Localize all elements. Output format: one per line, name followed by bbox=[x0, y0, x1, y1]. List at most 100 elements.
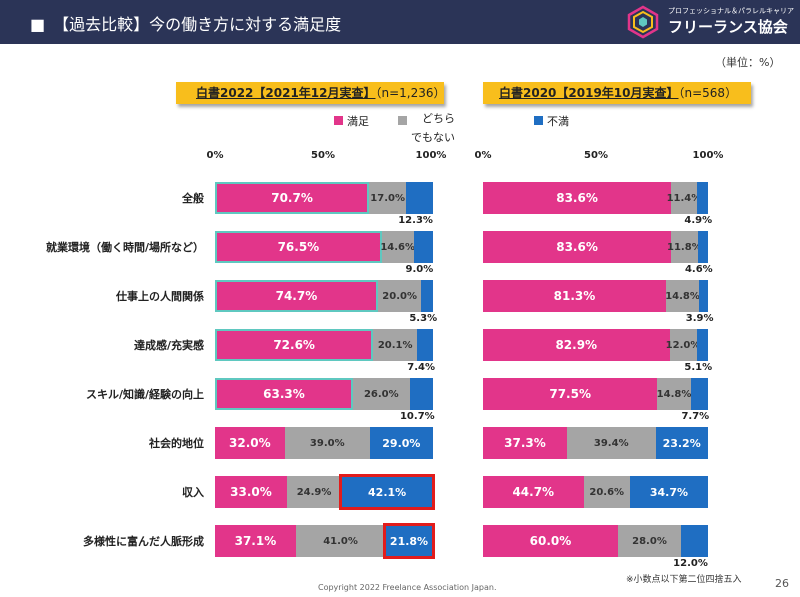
category-label: 達成感/充実感 bbox=[133, 339, 204, 352]
bar-segment-2020-satisfied: 83.6% bbox=[483, 231, 672, 263]
bar-segment-2022-neutral: 14.6% bbox=[380, 231, 416, 263]
data-label-below: 7.4% bbox=[407, 362, 436, 373]
bar-segment-2020-dissatisfied bbox=[696, 329, 708, 361]
logo-subtitle: プロフェッショナル＆パラレルキャリア bbox=[668, 7, 794, 15]
bar-segment-2020-satisfied: 77.5% bbox=[483, 378, 658, 410]
data-label: 29.0% bbox=[382, 436, 421, 450]
bar-segment-2020-neutral: 39.4% bbox=[566, 427, 656, 459]
category-label: 収入 bbox=[182, 486, 204, 499]
logo-text: フリーランス協会 bbox=[668, 18, 788, 36]
bar-segment-2022-neutral: 20.0% bbox=[377, 280, 422, 312]
data-label: 41.0% bbox=[323, 535, 358, 547]
data-label: 44.7% bbox=[512, 485, 555, 499]
data-label: 14.6% bbox=[380, 241, 416, 253]
bar-segment-2020-satisfied: 81.3% bbox=[483, 280, 666, 312]
data-label: 34.7% bbox=[649, 485, 689, 499]
data-label: 74.7% bbox=[275, 289, 318, 303]
bar-segment-2022-satisfied: 76.5% bbox=[215, 231, 382, 263]
data-label: 32.0% bbox=[229, 436, 271, 450]
category-label: スキル/知識/経験の向上 bbox=[85, 388, 204, 401]
data-label: 77.5% bbox=[549, 387, 591, 401]
data-label: 81.3% bbox=[553, 289, 596, 303]
copyright: Copyright 2022 Freelance Association Jap… bbox=[318, 583, 497, 592]
bar-segment-2020-dissatisfied bbox=[697, 231, 708, 263]
data-label: 76.5% bbox=[277, 240, 320, 254]
bar-segment-2022-neutral: 41.0% bbox=[295, 525, 386, 557]
data-label: 42.1% bbox=[368, 485, 407, 499]
data-label: 12.0% bbox=[665, 339, 701, 351]
legend-satisfied: 満足 bbox=[334, 113, 369, 129]
bar-segment-2022-satisfied: 37.1% bbox=[215, 525, 296, 557]
bar-segment-2022-dissatisfied bbox=[413, 231, 434, 263]
bar-segment-2020-satisfied: 82.9% bbox=[483, 329, 670, 361]
bar-segment-2020-satisfied: 37.3% bbox=[483, 427, 567, 459]
header-bar: ■ 【過去比較】今の働き方に対する満足度 プロフェッショナル＆パラレルキャリア … bbox=[0, 0, 800, 44]
cube-logo-icon bbox=[627, 5, 659, 39]
bar-segment-2022-neutral: 17.0% bbox=[369, 182, 407, 214]
bar-segment-2020-satisfied: 60.0% bbox=[483, 525, 618, 557]
data-label-below: 5.3% bbox=[409, 313, 438, 324]
axis-tick-2022-50: 50% bbox=[311, 150, 335, 161]
panel-2022-title: 白書2022【2021年12月実查】 bbox=[196, 86, 376, 100]
data-label: 83.6% bbox=[556, 240, 598, 254]
data-label: 63.3% bbox=[263, 387, 305, 401]
category-label: 仕事上の人間関係 bbox=[116, 290, 204, 303]
legend-dissatisfied: 不満 bbox=[534, 113, 569, 129]
bar-segment-2020-dissatisfied bbox=[699, 280, 708, 312]
data-label-below: 12.0% bbox=[673, 558, 708, 569]
bar-segment-2020-neutral: 14.8% bbox=[656, 378, 692, 410]
bar-segment-2022-neutral: 26.0% bbox=[352, 378, 410, 410]
bar-segment-2022-dissatisfied: 29.0% bbox=[369, 427, 433, 459]
bar-segment-2020-neutral: 14.8% bbox=[665, 280, 700, 312]
data-label-below: 4.9% bbox=[684, 215, 713, 226]
legend-label-satisfied: 満足 bbox=[347, 115, 369, 128]
data-label-below: 5.1% bbox=[684, 362, 713, 373]
data-label: 82.9% bbox=[555, 338, 598, 352]
bar-segment-2022-dissatisfied bbox=[417, 329, 434, 361]
data-label: 83.6% bbox=[556, 191, 598, 205]
panel-2020-banner: 白書2020【2019年10月実查】（n=568） bbox=[483, 82, 751, 104]
bar-segment-2020-neutral: 12.0% bbox=[666, 329, 700, 361]
data-label: 37.3% bbox=[504, 436, 546, 450]
data-label: 21.8% bbox=[389, 534, 429, 548]
data-label: 11.4% bbox=[666, 192, 702, 204]
bar-segment-2020-dissatisfied bbox=[690, 378, 708, 410]
bar-segment-2020-neutral: 20.6% bbox=[583, 476, 630, 508]
data-label: 17.0% bbox=[370, 192, 405, 204]
category-label: 多様性に富んだ人脈形成 bbox=[83, 535, 204, 548]
page-title: ■ 【過去比較】今の働き方に対する満足度 bbox=[30, 15, 342, 34]
data-label: 39.0% bbox=[309, 437, 345, 449]
data-label: 20.6% bbox=[589, 486, 625, 498]
panel-2022-banner: 白書2022【2021年12月実查】（n=1,236） bbox=[176, 82, 446, 104]
data-label: 24.9% bbox=[296, 486, 332, 498]
data-label: 20.0% bbox=[382, 290, 417, 302]
bar-segment-2022-dissatisfied bbox=[409, 378, 433, 410]
data-label: 26.0% bbox=[363, 388, 399, 400]
bar-segment-2020-dissatisfied bbox=[681, 525, 708, 557]
bar-segment-2022-satisfied: 74.7% bbox=[215, 280, 378, 312]
bar-segment-2020-dissatisfied bbox=[696, 182, 708, 214]
axis-tick-2022-100: 100% bbox=[415, 150, 447, 161]
panel-2022-n: （n=1,236） bbox=[375, 86, 446, 100]
bar-segment-2022-satisfied: 63.3% bbox=[215, 378, 353, 410]
bar-segment-2020-neutral: 28.0% bbox=[618, 525, 681, 557]
data-label-below: 9.0% bbox=[405, 264, 434, 275]
legend-swatch-satisfied bbox=[334, 116, 343, 125]
panel-2020-n: （n=568） bbox=[678, 86, 738, 100]
bar-segment-2020-neutral: 11.8% bbox=[667, 231, 702, 263]
data-label: 14.8% bbox=[656, 388, 692, 400]
category-label: 社会的地位 bbox=[149, 437, 204, 450]
category-label: 全般 bbox=[182, 192, 204, 205]
data-label: 33.0% bbox=[230, 485, 272, 499]
bar-segment-2022-neutral: 20.1% bbox=[373, 329, 418, 361]
data-label: 60.0% bbox=[529, 534, 572, 548]
data-label: 14.8% bbox=[665, 290, 700, 302]
data-label-below: 3.9% bbox=[685, 313, 714, 324]
bar-segment-2022-dissatisfied bbox=[421, 280, 433, 312]
data-label-below: 10.7% bbox=[399, 411, 435, 422]
data-label: 37.1% bbox=[234, 534, 277, 548]
axis-tick-2020-50: 50% bbox=[584, 150, 608, 161]
bar-segment-2020-dissatisfied: 34.7% bbox=[629, 476, 708, 508]
data-label: 23.2% bbox=[662, 436, 701, 450]
bar-segment-2020-satisfied: 83.6% bbox=[483, 182, 672, 214]
